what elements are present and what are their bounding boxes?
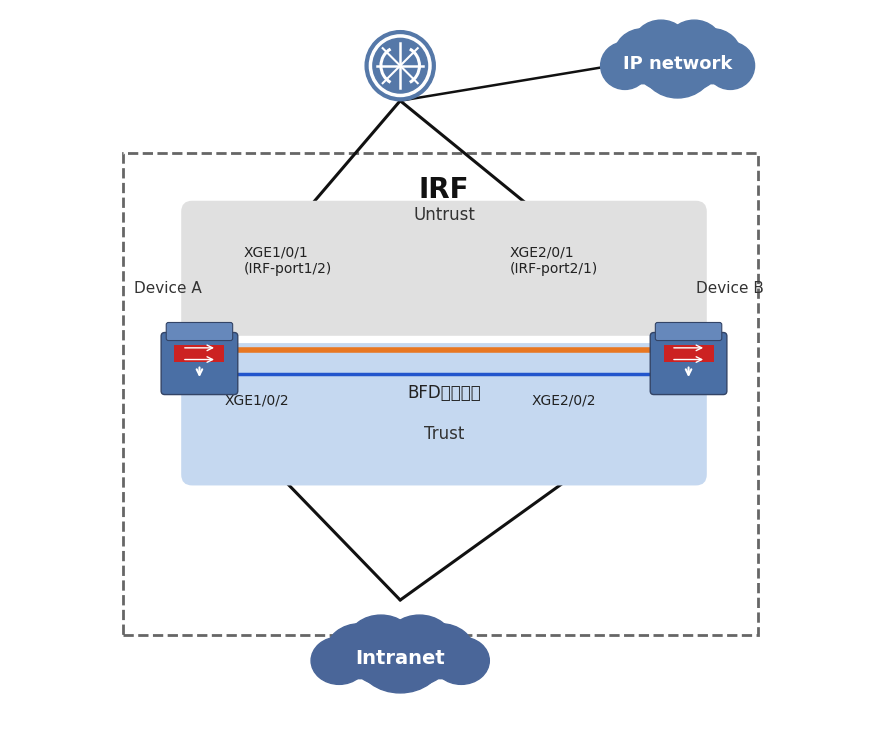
- FancyBboxPatch shape: [650, 333, 727, 394]
- Ellipse shape: [349, 615, 413, 664]
- Ellipse shape: [311, 637, 368, 685]
- Text: Trust: Trust: [424, 426, 464, 443]
- Text: Untrust: Untrust: [413, 207, 475, 224]
- Text: IP network: IP network: [622, 55, 733, 73]
- Text: IRF: IRF: [419, 176, 469, 204]
- Circle shape: [369, 35, 431, 96]
- FancyBboxPatch shape: [161, 333, 238, 394]
- Text: Intranet: Intranet: [355, 649, 445, 668]
- Bar: [123, 153, 757, 635]
- Text: BFD检测链路: BFD检测链路: [407, 384, 481, 402]
- Ellipse shape: [638, 47, 718, 93]
- Text: XGE1/0/2: XGE1/0/2: [225, 393, 289, 407]
- FancyBboxPatch shape: [181, 201, 707, 336]
- Circle shape: [373, 39, 427, 93]
- Ellipse shape: [667, 20, 722, 69]
- Ellipse shape: [353, 642, 447, 688]
- Ellipse shape: [614, 28, 672, 84]
- Bar: [663, 345, 714, 362]
- Ellipse shape: [683, 28, 741, 84]
- FancyBboxPatch shape: [181, 343, 707, 485]
- Ellipse shape: [641, 34, 714, 98]
- Bar: [174, 345, 225, 362]
- Ellipse shape: [706, 42, 755, 89]
- Ellipse shape: [387, 615, 452, 664]
- FancyBboxPatch shape: [166, 323, 233, 340]
- Text: Device B: Device B: [696, 281, 764, 296]
- Ellipse shape: [433, 637, 489, 685]
- Ellipse shape: [359, 629, 442, 693]
- Ellipse shape: [600, 42, 649, 89]
- Text: Device A: Device A: [134, 281, 202, 296]
- Ellipse shape: [633, 20, 689, 69]
- Text: XGE2/0/2: XGE2/0/2: [532, 393, 596, 407]
- Text: XGE1/0/1
(IRF-port1/2): XGE1/0/1 (IRF-port1/2): [243, 245, 331, 276]
- Circle shape: [365, 31, 435, 101]
- Ellipse shape: [326, 623, 393, 679]
- Text: XGE2/0/1
(IRF-port2/1): XGE2/0/1 (IRF-port2/1): [510, 245, 598, 276]
- FancyBboxPatch shape: [655, 323, 722, 340]
- Ellipse shape: [407, 623, 474, 679]
